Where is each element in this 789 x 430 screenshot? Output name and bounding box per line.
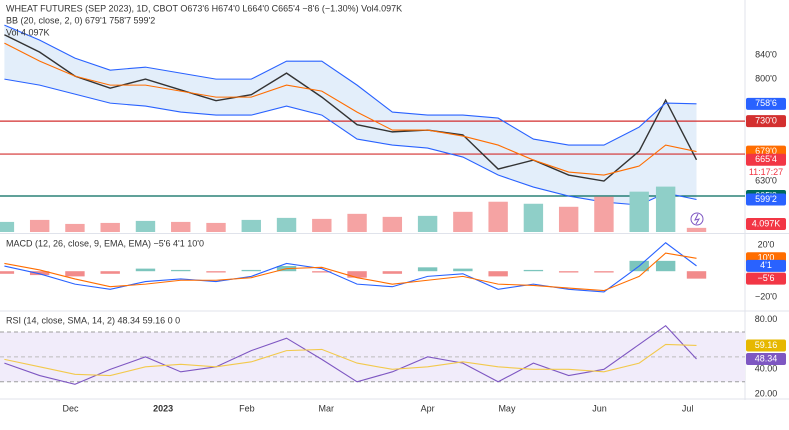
y-tick-label: 630'0	[755, 175, 777, 185]
price-label: 599'2	[755, 194, 777, 204]
bollinger-fill	[4, 25, 697, 206]
y-tick-label: 20'0	[758, 240, 775, 250]
bar	[655, 186, 676, 232]
bar	[171, 221, 191, 232]
bar	[135, 268, 156, 272]
bar	[417, 267, 438, 272]
price-label: 758'6	[755, 98, 777, 108]
price-label-box	[746, 259, 786, 272]
price-label-box	[746, 97, 786, 110]
price-label-box	[746, 115, 786, 128]
price-label: 4'1	[760, 260, 772, 270]
x-tick-label: Dec	[63, 403, 80, 413]
x-tick-label: Jun	[592, 403, 607, 413]
legend-text: WHEAT FUTURES (SEP 2023), 1D, CBOT O673'…	[6, 3, 402, 13]
bar	[594, 271, 614, 273]
bar	[171, 269, 191, 272]
price-label-box	[746, 153, 786, 166]
price-label-box	[746, 193, 786, 206]
bar	[100, 271, 120, 274]
series-line	[4, 343, 697, 377]
bar	[29, 271, 50, 276]
bar	[382, 271, 403, 274]
y-tick-label: 80.00	[755, 314, 778, 324]
x-tick-label: Mar	[318, 403, 334, 413]
bar	[241, 219, 261, 232]
legend-text: BB (20, close, 2, 0) 679'1 758'7 599'2	[6, 15, 155, 25]
alert-icon	[694, 213, 701, 225]
series-line	[4, 242, 697, 293]
price-label: 730'0	[755, 115, 777, 125]
price-label: 4.097K	[752, 218, 781, 228]
series-line	[4, 78, 697, 206]
bar	[382, 216, 403, 232]
bar	[417, 215, 438, 232]
bar	[29, 219, 50, 232]
bar	[488, 271, 508, 277]
bar	[453, 211, 473, 232]
countdown: 11:17:27	[749, 167, 783, 177]
bar	[558, 206, 579, 232]
bar	[453, 268, 473, 272]
bar	[0, 221, 15, 232]
y-tick-label: 40.00	[755, 364, 778, 374]
bar	[65, 223, 85, 232]
bar	[686, 227, 707, 232]
bar	[655, 260, 676, 272]
price-label: −5'6	[758, 273, 775, 283]
bar	[0, 271, 15, 274]
x-tick-label: Feb	[239, 403, 255, 413]
bar	[686, 271, 707, 279]
price-label: 10'0	[758, 253, 775, 263]
bar	[65, 271, 85, 277]
bar	[312, 271, 332, 273]
x-tick-label: Apr	[421, 403, 435, 413]
x-tick-label: 2023	[153, 403, 173, 413]
x-tick-label: May	[498, 403, 516, 413]
bar	[100, 222, 120, 232]
bar	[629, 191, 649, 232]
bar	[347, 213, 367, 232]
price-label-box	[746, 339, 786, 352]
bar	[135, 220, 156, 232]
bar	[276, 217, 297, 232]
y-tick-label: 840'0	[755, 50, 777, 60]
bar	[594, 196, 614, 232]
bar	[206, 271, 226, 273]
x-tick-label: Jul	[682, 403, 694, 413]
bar	[312, 218, 332, 232]
price-label-box	[746, 218, 786, 230]
price-label: 665'4	[755, 154, 777, 164]
legend-text: RSI (14, close, SMA, 14, 2) 48.34 59.16 …	[6, 315, 180, 325]
price-label-box	[746, 272, 786, 285]
price-label-box	[746, 352, 786, 365]
legend-text: Vol 4.097K	[6, 27, 50, 37]
price-label: 59.16	[755, 340, 778, 350]
bar	[241, 269, 261, 272]
y-tick-label: −20'0	[755, 291, 777, 301]
bar	[347, 271, 367, 278]
price-label: 48.34	[755, 353, 778, 363]
bar	[523, 269, 544, 272]
series-line	[4, 42, 697, 176]
y-tick-label: 20.00	[755, 389, 778, 399]
alert-icon	[690, 212, 704, 226]
bar	[523, 203, 544, 232]
y-tick-label: 800'0	[755, 74, 777, 84]
series-line	[4, 24, 697, 146]
bar	[558, 271, 579, 273]
bar	[488, 201, 508, 232]
bar	[206, 222, 226, 232]
price-label: 679'0	[755, 146, 777, 156]
series-line	[4, 252, 697, 292]
legend-text: MACD (12, 26, close, 9, EMA, EMA) −5'6 4…	[6, 238, 204, 248]
